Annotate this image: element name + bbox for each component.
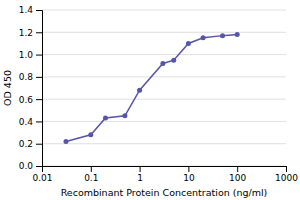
- tick-mark: [36, 55, 42, 56]
- line: [66, 35, 237, 142]
- tick-mark: [188, 166, 189, 172]
- tick: 0.4: [19, 117, 42, 127]
- tick: 1.2: [19, 28, 42, 38]
- marker: [235, 32, 240, 37]
- tick: 10: [183, 166, 195, 183]
- grid-line: [42, 143, 286, 144]
- tick-mark: [36, 121, 42, 122]
- tick: 0.01: [32, 166, 52, 183]
- marker: [137, 88, 142, 93]
- tick-label: 1.0: [19, 50, 34, 60]
- tick-mark: [36, 144, 42, 145]
- marker: [88, 132, 93, 137]
- tick-label: 100: [229, 173, 246, 183]
- marker: [122, 113, 127, 118]
- plot-area: 0.01 0.1 1 10 100 1000 0.0 0.2 0.4 0.6 0.8 1.0 1.2 1.…: [19, 5, 299, 183]
- series-group: [63, 32, 239, 144]
- grid-line: [42, 121, 286, 122]
- tick-mark: [36, 166, 42, 167]
- tick-mark: [36, 99, 42, 100]
- tick-mark: [237, 166, 238, 172]
- marker: [103, 116, 108, 121]
- grid-line: [42, 99, 286, 100]
- tick-label: 1.2: [19, 28, 33, 38]
- tick-mark: [286, 166, 287, 172]
- grid-line: [42, 32, 286, 33]
- y-axis: 0.0 0.2 0.4 0.6 0.8 1.0 1.2 1.4: [19, 5, 43, 171]
- marker: [171, 58, 176, 63]
- tick-label: 0.0: [19, 161, 34, 171]
- tick-mark: [36, 77, 42, 78]
- marker: [201, 35, 206, 40]
- tick-label: 1: [137, 173, 143, 183]
- marker: [186, 41, 191, 46]
- tick: 1.4: [19, 5, 42, 15]
- tick-label: 0.8: [19, 72, 34, 82]
- grid: [42, 10, 286, 166]
- y-axis-title: OD 450: [2, 70, 13, 106]
- tick-mark: [36, 32, 42, 33]
- grid-line: [42, 76, 286, 77]
- tick-mark: [36, 10, 42, 11]
- tick-mark: [140, 166, 141, 172]
- tick: 100: [229, 166, 246, 183]
- chart: 0.01 0.1 1 10 100 1000 0.0 0.2 0.4 0.6 0.8 1.0 1.2 1.…: [0, 0, 300, 200]
- tick: 0.8: [19, 72, 42, 82]
- tick: 0.2: [19, 139, 42, 149]
- x-axis-title: Recombinant Protein Concentration (ng/ml…: [61, 187, 268, 198]
- grid-line: [42, 10, 286, 11]
- grid-line: [42, 54, 286, 55]
- tick-label: 10: [183, 173, 195, 183]
- axis-line: [43, 167, 287, 173]
- tick-label: 0.4: [19, 117, 34, 127]
- tick-label: 0.01: [32, 173, 52, 183]
- tick-mark: [91, 166, 92, 172]
- tick-label: 1000: [275, 173, 298, 183]
- x-axis: 0.01 0.1 1 10 100 1000: [32, 166, 298, 183]
- marker: [63, 139, 68, 144]
- marker: [160, 61, 165, 66]
- tick: 1.0: [19, 50, 42, 60]
- tick: 1: [137, 166, 143, 183]
- marker: [220, 33, 225, 38]
- tick: 0.1: [84, 166, 98, 183]
- tick-label: 0.2: [19, 139, 33, 149]
- axis-line: [36, 11, 43, 167]
- tick: 0.6: [19, 95, 42, 105]
- tick: 1000: [275, 166, 298, 183]
- tick-label: 1.4: [19, 5, 34, 15]
- tick: 0.0: [19, 161, 42, 171]
- tick-label: 0.1: [84, 173, 98, 183]
- tick-label: 0.6: [19, 95, 34, 105]
